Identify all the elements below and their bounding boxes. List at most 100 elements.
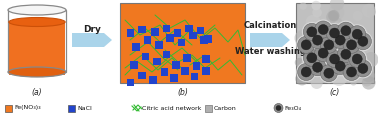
Circle shape <box>298 63 314 80</box>
Bar <box>178 39 185 46</box>
Circle shape <box>342 35 361 55</box>
Bar <box>127 79 134 86</box>
Circle shape <box>319 63 339 83</box>
Circle shape <box>312 8 322 17</box>
Circle shape <box>320 26 338 44</box>
Circle shape <box>330 41 340 52</box>
Bar <box>151 28 159 36</box>
Circle shape <box>341 54 357 70</box>
Text: Fe₃O₄: Fe₃O₄ <box>284 105 301 110</box>
Bar <box>296 3 374 83</box>
Circle shape <box>324 40 334 50</box>
Circle shape <box>318 25 328 34</box>
Circle shape <box>325 49 344 69</box>
Bar <box>200 36 208 44</box>
Circle shape <box>349 26 366 43</box>
Circle shape <box>320 58 331 69</box>
Circle shape <box>362 76 375 90</box>
Circle shape <box>312 33 320 41</box>
Circle shape <box>313 62 322 72</box>
Circle shape <box>330 0 344 11</box>
Circle shape <box>324 35 334 45</box>
Circle shape <box>353 11 363 21</box>
FancyArrow shape <box>250 33 290 47</box>
Circle shape <box>353 31 373 51</box>
Bar <box>166 34 174 42</box>
Circle shape <box>314 38 328 53</box>
Circle shape <box>341 26 351 36</box>
Circle shape <box>355 33 371 50</box>
Bar <box>161 68 168 76</box>
Circle shape <box>301 40 311 50</box>
Bar <box>183 54 191 62</box>
Circle shape <box>355 60 371 77</box>
Circle shape <box>302 22 322 42</box>
Bar <box>189 32 197 39</box>
Circle shape <box>319 18 331 31</box>
Circle shape <box>308 30 327 50</box>
Circle shape <box>330 56 350 76</box>
Circle shape <box>319 35 339 55</box>
Bar <box>9 70 65 75</box>
Circle shape <box>325 23 344 43</box>
Circle shape <box>304 49 320 66</box>
Circle shape <box>332 32 349 49</box>
Circle shape <box>336 41 344 49</box>
Circle shape <box>306 39 318 50</box>
Circle shape <box>304 23 320 40</box>
Circle shape <box>295 72 309 85</box>
Text: NaCl: NaCl <box>77 105 92 110</box>
Circle shape <box>347 40 356 50</box>
Circle shape <box>321 36 337 53</box>
Circle shape <box>350 79 357 86</box>
Circle shape <box>314 39 322 46</box>
Circle shape <box>335 35 345 45</box>
Circle shape <box>336 44 356 64</box>
Circle shape <box>311 77 323 89</box>
Circle shape <box>315 45 332 62</box>
Circle shape <box>324 68 334 78</box>
Circle shape <box>313 19 333 40</box>
Circle shape <box>313 35 322 45</box>
Bar <box>142 53 149 60</box>
Circle shape <box>362 4 376 17</box>
Circle shape <box>316 43 332 60</box>
Circle shape <box>338 46 354 63</box>
Bar <box>155 41 163 49</box>
Bar <box>204 35 212 43</box>
Circle shape <box>347 24 367 44</box>
Circle shape <box>358 63 368 73</box>
Bar <box>202 55 210 63</box>
Circle shape <box>336 21 356 41</box>
Circle shape <box>330 54 339 64</box>
Circle shape <box>333 59 350 77</box>
Circle shape <box>349 35 362 48</box>
Circle shape <box>353 38 365 50</box>
Bar <box>193 62 200 70</box>
Circle shape <box>334 21 341 29</box>
Circle shape <box>296 62 316 82</box>
Circle shape <box>362 69 375 82</box>
Circle shape <box>333 18 342 27</box>
Circle shape <box>315 21 332 38</box>
Text: Citric acid network: Citric acid network <box>142 105 201 110</box>
Bar <box>170 74 178 82</box>
Circle shape <box>318 48 328 58</box>
Bar <box>9 22 65 72</box>
Bar <box>181 67 189 75</box>
Circle shape <box>306 15 321 30</box>
Circle shape <box>295 58 304 67</box>
Circle shape <box>352 54 362 64</box>
Circle shape <box>314 56 327 69</box>
Circle shape <box>336 46 348 58</box>
Bar <box>185 25 193 32</box>
Bar <box>191 73 198 80</box>
Circle shape <box>336 44 347 55</box>
Circle shape <box>358 36 368 46</box>
Circle shape <box>356 64 371 79</box>
Circle shape <box>343 36 360 53</box>
Circle shape <box>307 27 317 37</box>
Text: (a): (a) <box>32 88 42 97</box>
Circle shape <box>307 56 324 74</box>
Circle shape <box>309 59 326 76</box>
